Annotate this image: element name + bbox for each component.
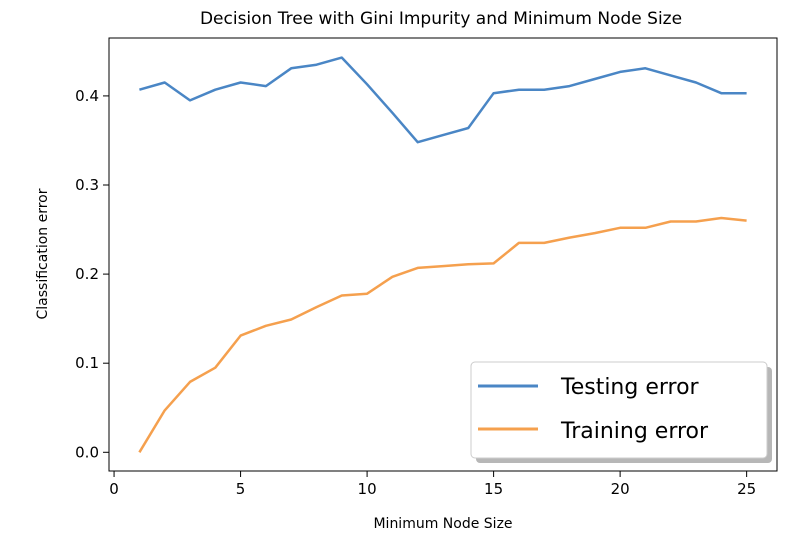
x-tick-label: 5	[236, 480, 246, 498]
x-tick-label: 15	[484, 480, 503, 498]
y-tick-label: 0.4	[75, 87, 99, 105]
series-line-1	[138, 216, 747, 453]
x-axis-label: Minimum Node Size	[373, 516, 512, 532]
x-axis: 0 5 10 15 20 25	[109, 471, 756, 498]
x-tick-label: 10	[358, 480, 377, 498]
series-line-0	[139, 56, 747, 144]
y-tick-label: 0.0	[75, 443, 99, 461]
y-tick-label: 0.1	[75, 354, 99, 372]
series-lines	[138, 56, 747, 453]
chart-title: Decision Tree with Gini Impurity and Min…	[200, 9, 682, 29]
y-tick-label: 0.3	[75, 176, 99, 194]
plot-frame	[108, 37, 778, 472]
legend: Testing error Training error	[470, 361, 772, 463]
legend-label-training: Training error	[560, 419, 709, 444]
x-tick-label: 25	[737, 480, 756, 498]
y-tick-label: 0.2	[75, 265, 99, 283]
x-tick-label: 0	[109, 480, 119, 498]
y-axis-label: Classification error	[35, 188, 51, 319]
legend-box	[470, 361, 768, 459]
legend-label-testing: Testing error	[560, 375, 700, 400]
plot-area	[108, 37, 778, 472]
y-axis: 0.0 0.1 0.2 0.3 0.4	[75, 87, 109, 461]
x-tick-label: 20	[611, 480, 630, 498]
